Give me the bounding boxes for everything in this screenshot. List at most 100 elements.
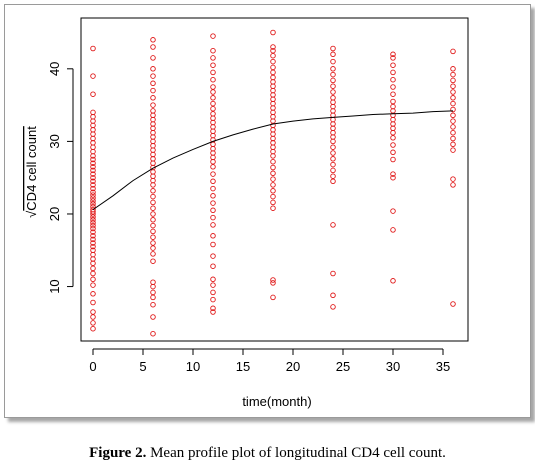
data-point [330, 77, 336, 84]
data-point [390, 142, 396, 148]
data-point [90, 198, 96, 204]
data-point [450, 141, 456, 148]
data-point [390, 129, 396, 136]
caption-text: Mean profile plot of longitudinal CD4 ce… [146, 445, 446, 461]
data-point [270, 74, 276, 81]
data-point [330, 150, 336, 156]
data-point [150, 234, 156, 240]
data-point [90, 182, 96, 188]
data-point [450, 77, 456, 84]
y-axis-label-text: CD4 cell count [24, 126, 39, 211]
data-point [210, 33, 216, 39]
data-point [390, 171, 396, 177]
data-point [150, 108, 156, 114]
data-point [270, 280, 276, 286]
data-point [450, 48, 456, 55]
y-tick-label: 20 [47, 207, 62, 221]
data-point [270, 144, 276, 150]
data-point [150, 199, 156, 206]
data-point [90, 164, 96, 170]
data-point [90, 265, 96, 272]
data-point [210, 309, 216, 315]
data-point [210, 100, 216, 107]
y-tick-label: 30 [47, 134, 62, 148]
data-point [150, 222, 156, 229]
data-point [330, 45, 336, 52]
data-point [90, 225, 96, 232]
data-point [270, 64, 276, 71]
data-point [150, 193, 156, 200]
data-point [210, 222, 216, 228]
data-point [150, 55, 156, 61]
data-point [90, 219, 96, 226]
data-point [150, 294, 156, 301]
data-point [330, 71, 336, 78]
data-point [210, 276, 216, 283]
data-point [210, 95, 216, 101]
data-point [270, 158, 276, 165]
data-point [210, 207, 216, 214]
data-point [90, 91, 96, 97]
data-point [330, 222, 336, 228]
y-axis-label-sqrt: √ [24, 210, 39, 218]
x-axis-label: time(month) [242, 394, 311, 409]
y-tick-label: 40 [47, 62, 62, 76]
data-point [210, 289, 216, 296]
data-point [90, 314, 96, 320]
x-tick-label: 5 [139, 359, 146, 374]
data-point [90, 299, 96, 306]
data-point [90, 201, 96, 207]
x-tick-label: 0 [89, 359, 96, 374]
y-tick-label: 10 [47, 279, 62, 293]
data-point [390, 156, 396, 163]
data-point [210, 84, 216, 90]
x-axis: 0 5 10 15 20 25 30 35 [89, 348, 450, 374]
data-point [450, 112, 456, 119]
data-point [270, 182, 276, 188]
data-point [210, 233, 216, 239]
data-point [330, 99, 336, 105]
data-point [210, 62, 216, 68]
caption-label: Figure 2. [89, 445, 147, 461]
data-point [450, 147, 456, 153]
scatter-points [90, 29, 456, 337]
data-point [90, 156, 96, 163]
data-point [270, 52, 276, 59]
data-point [90, 144, 96, 150]
data-point [150, 245, 156, 251]
data-point [450, 71, 456, 78]
data-point [390, 55, 396, 61]
data-point [330, 292, 336, 299]
data-point [90, 185, 96, 192]
data-point [90, 320, 96, 326]
data-point [330, 178, 336, 185]
data-point [270, 29, 276, 36]
data-point [90, 325, 96, 332]
y-axis: 10 20 30 40 [47, 62, 74, 294]
data-point [390, 51, 396, 58]
data-point [270, 170, 276, 177]
data-point [210, 76, 216, 83]
data-point [390, 135, 396, 141]
x-tick-label: 15 [236, 359, 250, 374]
data-point [210, 214, 216, 221]
data-point [390, 208, 396, 214]
data-point [90, 189, 96, 195]
data-point [150, 258, 156, 264]
data-point [330, 51, 336, 58]
data-point [150, 279, 156, 285]
data-point [90, 270, 96, 277]
data-point [210, 263, 216, 269]
data-point [150, 87, 156, 94]
data-point [210, 296, 216, 303]
data-point [150, 95, 156, 101]
data-point [390, 91, 396, 97]
data-point [90, 192, 96, 198]
figure-caption: Figure 2. Mean profile plot of longitudi… [0, 445, 535, 462]
data-point [90, 233, 96, 239]
data-point [90, 229, 96, 235]
data-point [270, 199, 276, 206]
data-point [390, 62, 396, 68]
data-point [90, 243, 96, 250]
x-tick-label: 35 [436, 359, 450, 374]
